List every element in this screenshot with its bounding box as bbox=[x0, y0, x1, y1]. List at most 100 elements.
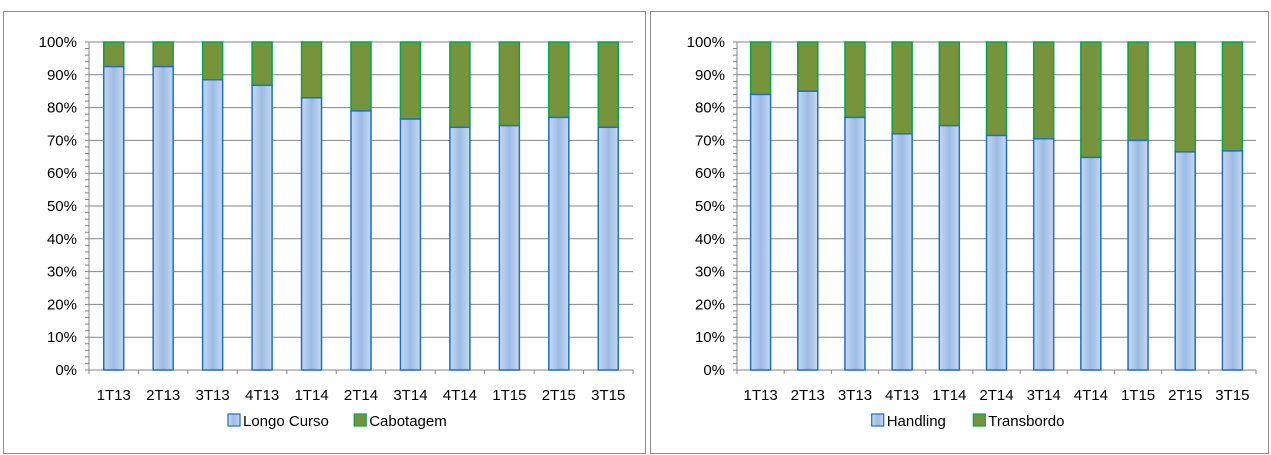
bar-segment-transbordo bbox=[1032, 41, 1055, 140]
y-tick-label: 60% bbox=[695, 165, 725, 182]
y-tick-label: 50% bbox=[695, 198, 725, 215]
bar-segment-cabotagem bbox=[102, 41, 125, 68]
y-tick-label: 70% bbox=[47, 132, 77, 149]
bar-segment-longo-curso bbox=[201, 78, 224, 371]
bar-segment-handling bbox=[1080, 156, 1102, 371]
x-tick-label: 4T13 bbox=[885, 387, 919, 404]
bar-segment-cabotagem bbox=[597, 41, 620, 129]
legend-label-cabotagem: Cabotagem bbox=[369, 413, 447, 430]
bar-segment-transbordo bbox=[985, 41, 1008, 137]
legend: Handling Transbordo bbox=[871, 413, 1064, 430]
y-tick-label: 100% bbox=[687, 34, 725, 51]
legend-label-longo-curso: Longo Curso bbox=[243, 413, 329, 430]
x-tick-label: 3T13 bbox=[196, 387, 230, 404]
y-tick-label: 40% bbox=[47, 231, 77, 248]
bar-segment-handling bbox=[797, 90, 819, 371]
legend-swatch-cabotagem bbox=[353, 413, 367, 427]
y-tick-label: 10% bbox=[47, 329, 77, 346]
y-tick-label: 20% bbox=[695, 296, 725, 313]
bar-segment-longo-curso bbox=[300, 97, 323, 371]
x-tick-label: 1T15 bbox=[1121, 387, 1155, 404]
x-tick-label: 1T14 bbox=[932, 387, 966, 404]
x-tick-label: 4T13 bbox=[245, 387, 279, 404]
x-tick-label: 1T13 bbox=[743, 387, 777, 404]
bar-segment-transbordo bbox=[938, 41, 961, 127]
bar-segment-longo-curso bbox=[251, 84, 273, 371]
bar-segment-handling bbox=[844, 116, 866, 371]
legend-swatch-transbordo bbox=[972, 413, 986, 427]
bar-segment-cabotagem bbox=[152, 41, 174, 68]
bar-segment-cabotagem bbox=[399, 41, 422, 120]
x-tick-label: 2T15 bbox=[1168, 387, 1202, 404]
bar-segment-cabotagem bbox=[498, 41, 521, 127]
x-tick-label: 1T15 bbox=[492, 387, 526, 404]
bar-segment-cabotagem bbox=[300, 41, 323, 99]
bar-segment-transbordo bbox=[1080, 41, 1102, 159]
y-tick-label: 60% bbox=[47, 165, 77, 182]
y-tick-label: 70% bbox=[695, 132, 725, 149]
legend-label-handling: Handling bbox=[887, 413, 946, 430]
bar-segment-cabotagem bbox=[201, 41, 224, 81]
bar-segment-transbordo bbox=[844, 41, 866, 119]
x-tick-label: 2T14 bbox=[979, 387, 1013, 404]
x-tick-label: 1T14 bbox=[294, 387, 328, 404]
bar-segment-handling bbox=[1032, 138, 1055, 371]
y-tick-label: 10% bbox=[695, 329, 725, 346]
bar-segment-longo-curso bbox=[102, 65, 125, 371]
chart-panel-left: 0% 10% 20% 30% 40% 50% 60% 70% 80% 90% 100% 1T13 2T1… bbox=[3, 11, 646, 454]
bar-segment-transbordo bbox=[1221, 41, 1244, 152]
x-tick-label: 2T13 bbox=[791, 387, 825, 404]
bar-segment-longo-curso bbox=[498, 124, 521, 371]
y-tick-label: 0% bbox=[703, 362, 725, 379]
bar-segment-transbordo bbox=[749, 41, 772, 96]
legend-label-transbordo: Transbordo bbox=[988, 413, 1064, 430]
bar-segment-cabotagem bbox=[251, 41, 273, 87]
y-tick-label: 90% bbox=[695, 67, 725, 84]
bar-segment-longo-curso bbox=[449, 126, 471, 371]
bar-segment-handling bbox=[938, 124, 961, 371]
bar-segment-handling bbox=[891, 133, 913, 371]
y-tick-label: 50% bbox=[47, 198, 77, 215]
y-tick-label: 80% bbox=[47, 100, 77, 117]
y-tick-label: 80% bbox=[695, 100, 725, 117]
legend: Longo Curso Cabotagem bbox=[227, 413, 447, 430]
bar-segment-longo-curso bbox=[350, 110, 372, 371]
bar-segment-handling bbox=[1127, 139, 1149, 371]
x-tick-label: 2T15 bbox=[542, 387, 576, 404]
x-tick-label: 1T13 bbox=[97, 387, 131, 404]
y-tick-label: 0% bbox=[55, 362, 77, 379]
x-tick-label: 4T14 bbox=[1074, 387, 1108, 404]
bar-segment-cabotagem bbox=[449, 41, 471, 129]
bar-segment-transbordo bbox=[1127, 41, 1149, 142]
bar-segment-handling bbox=[1221, 150, 1244, 371]
bar-segment-transbordo bbox=[797, 41, 819, 92]
x-tick-label: 2T13 bbox=[146, 387, 180, 404]
x-tick-label: 3T13 bbox=[838, 387, 872, 404]
x-tick-label: 3T15 bbox=[591, 387, 625, 404]
chart-panel-right: 0% 10% 20% 30% 40% 50% 60% 70% 80% 90% 100% 1T13 2T1… bbox=[650, 11, 1269, 454]
x-tick-label: 3T14 bbox=[393, 387, 427, 404]
y-tick-label: 90% bbox=[47, 67, 77, 84]
bar-segment-transbordo bbox=[1174, 41, 1196, 153]
bar-segment-cabotagem bbox=[548, 41, 570, 119]
bar-segment-longo-curso bbox=[597, 126, 620, 371]
bar-segment-longo-curso bbox=[152, 65, 174, 371]
x-tick-label: 3T14 bbox=[1027, 387, 1061, 404]
x-tick-label: 3T15 bbox=[1215, 387, 1249, 404]
chart-right: 0% 10% 20% 30% 40% 50% 60% 70% 80% 90% 100% 1T13 2T1… bbox=[687, 34, 1257, 430]
y-tick-label: 30% bbox=[695, 264, 725, 281]
chart-left: 0% 10% 20% 30% 40% 50% 60% 70% 80% 90% 100% 1T13 2T1… bbox=[39, 34, 634, 430]
y-tick-label: 100% bbox=[39, 34, 77, 51]
x-tick-label: 2T14 bbox=[344, 387, 378, 404]
y-tick-label: 20% bbox=[47, 296, 77, 313]
bar-segment-handling bbox=[749, 93, 772, 371]
bar-segment-cabotagem bbox=[350, 41, 372, 112]
x-tick-label: 4T14 bbox=[443, 387, 477, 404]
legend-swatch-handling bbox=[871, 413, 885, 427]
bar-segment-transbordo bbox=[891, 41, 913, 135]
bar-segment-handling bbox=[985, 134, 1008, 371]
legend-swatch-longo-curso bbox=[227, 413, 241, 427]
bar-segment-longo-curso bbox=[548, 116, 570, 371]
bar-segment-longo-curso bbox=[399, 118, 422, 371]
y-tick-label: 40% bbox=[695, 231, 725, 248]
